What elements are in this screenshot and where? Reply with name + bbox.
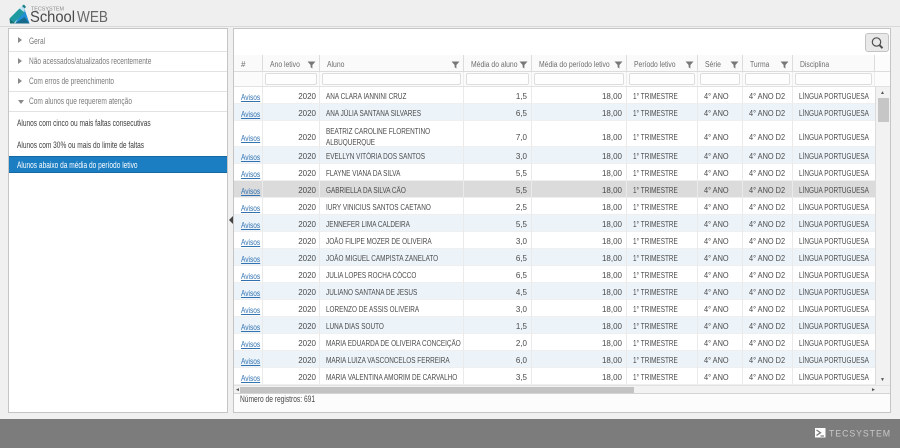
svg-text:TECSYSTEM: TECSYSTEM bbox=[31, 7, 64, 13]
svg-text:WEB: WEB bbox=[77, 9, 108, 26]
svg-text:School: School bbox=[30, 9, 75, 26]
svg-text:TECSYSTEM: TECSYSTEM bbox=[829, 429, 891, 440]
